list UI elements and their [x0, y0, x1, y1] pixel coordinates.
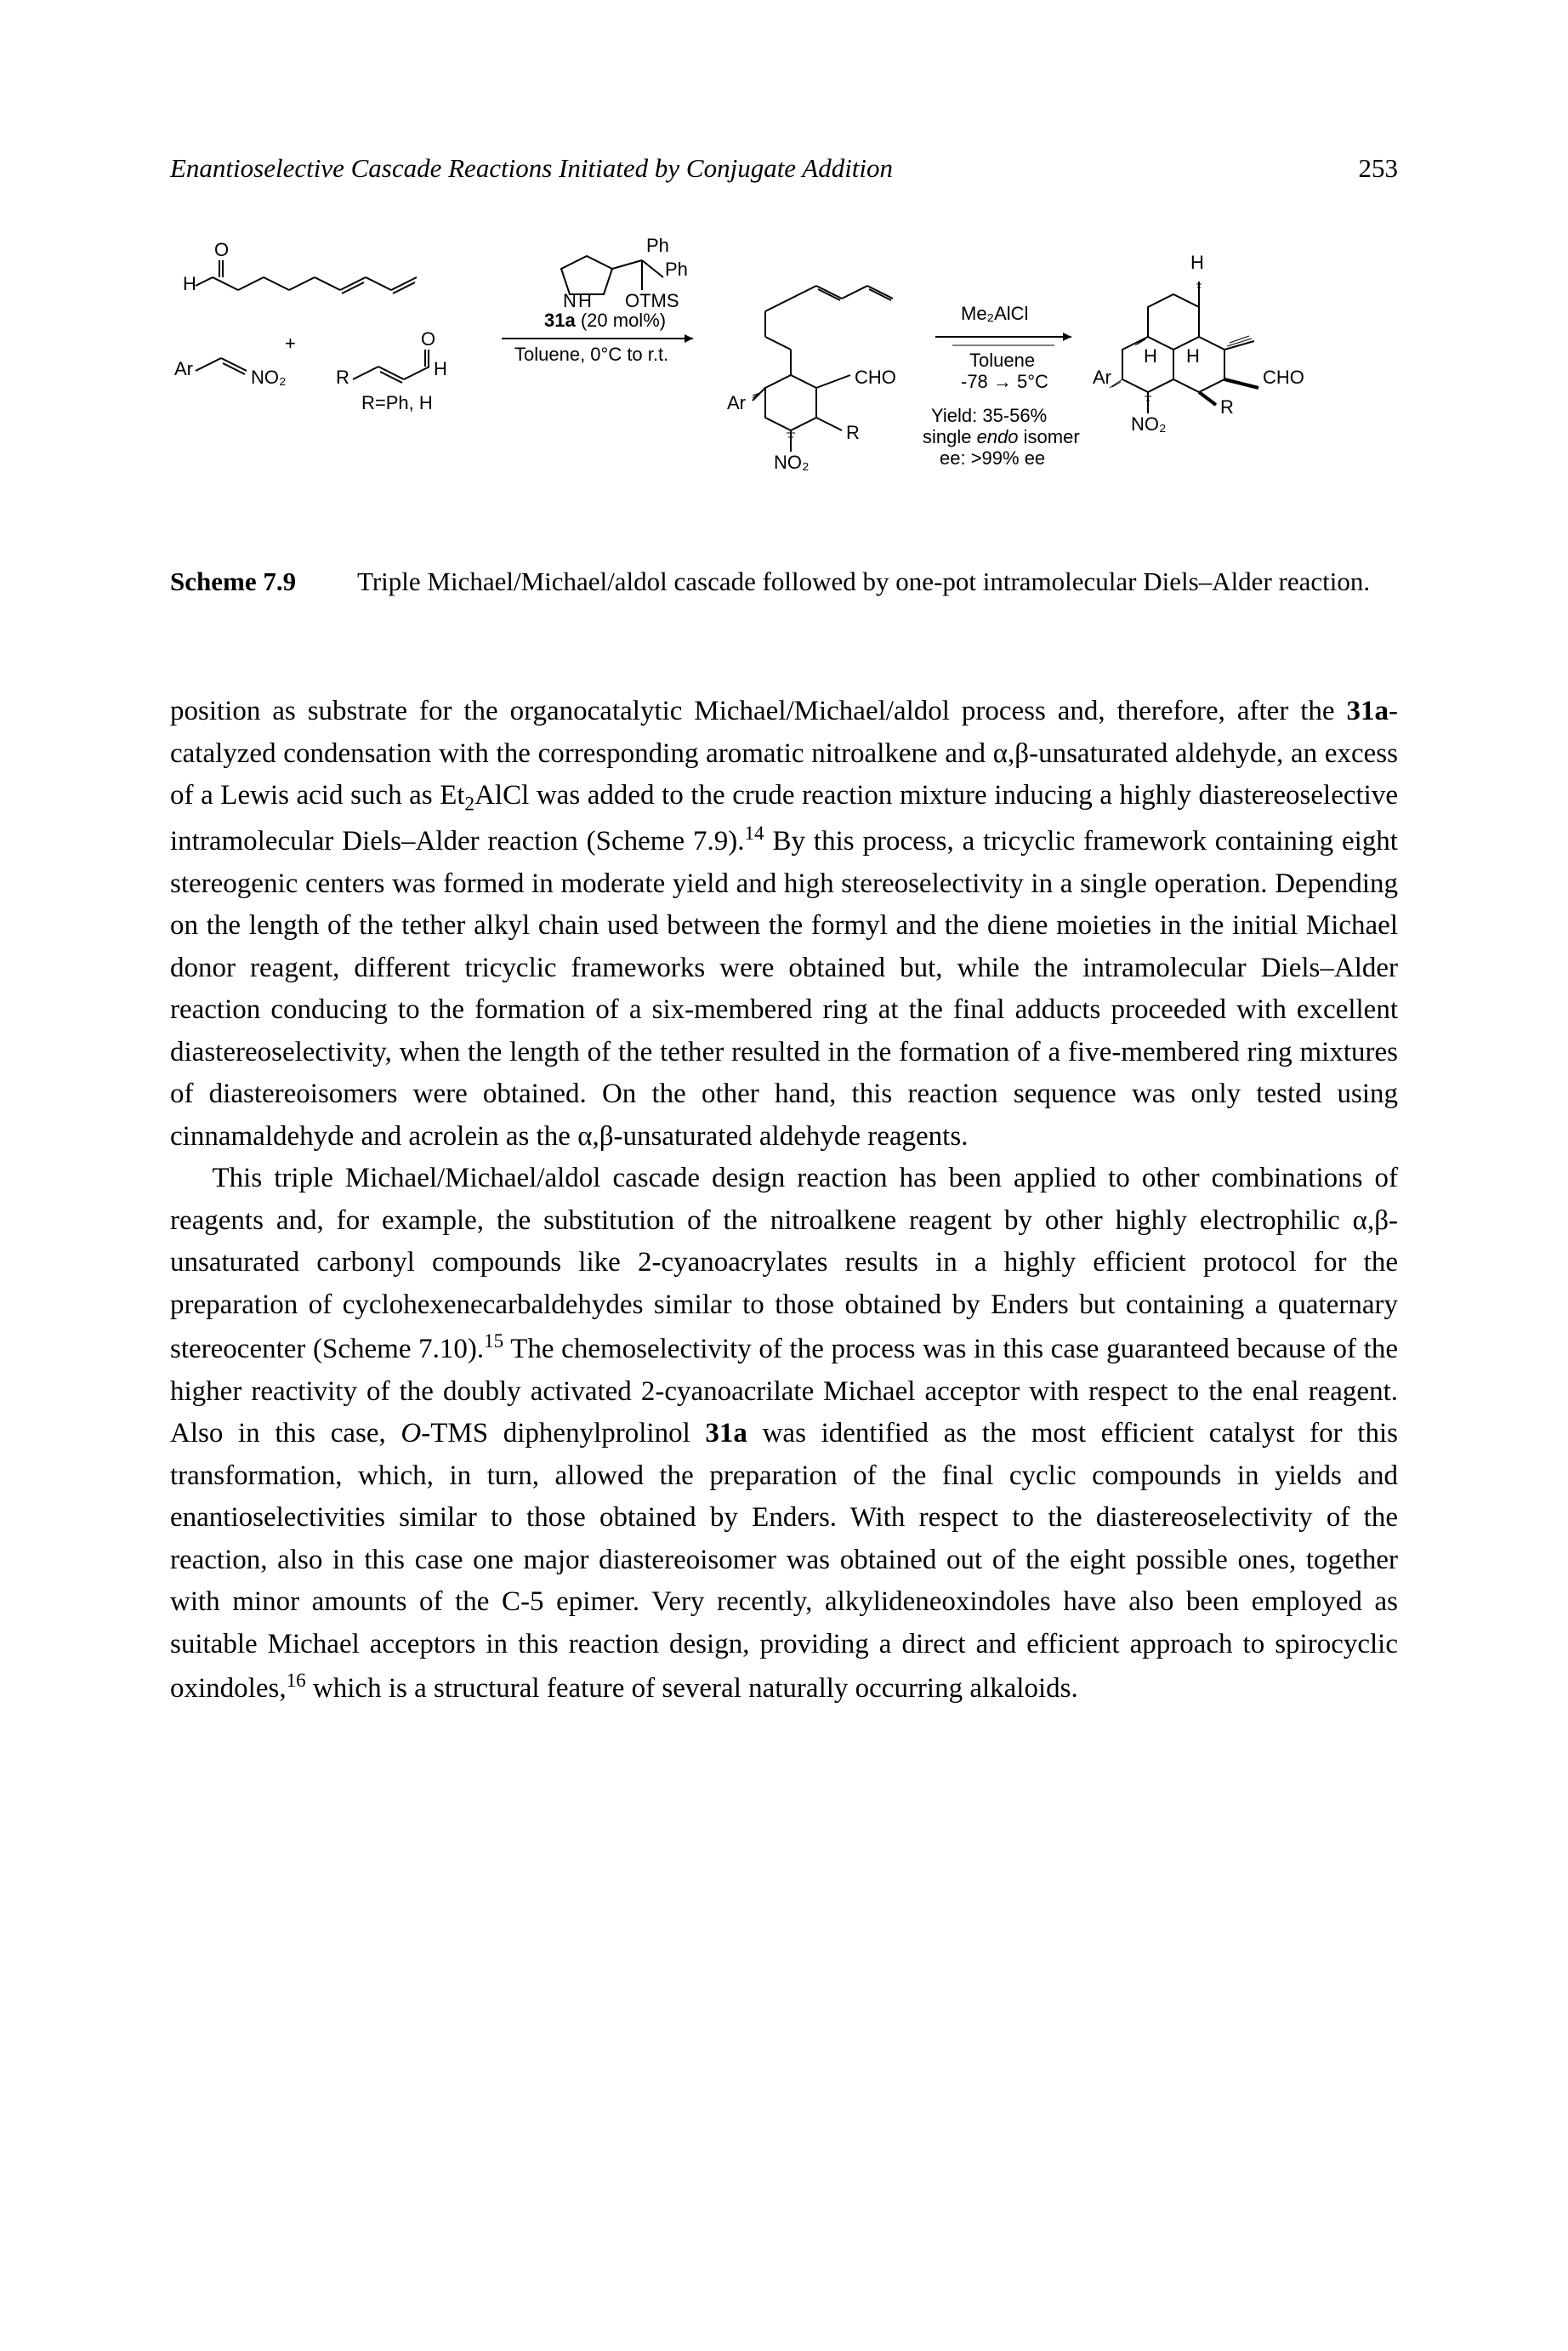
- svg-text:H: H: [183, 273, 196, 294]
- reaction-arrow-2: Toluene -78 → 5°C: [935, 333, 1071, 392]
- final-product: H H H Ar CHO R NO: [1093, 252, 1304, 435]
- scheme-caption: Scheme 7.9 Triple Michael/Michael/aldol …: [170, 566, 1398, 597]
- yield-label: Yield: 35-56%: [931, 405, 1047, 426]
- ee-label: ee: >99% ee: [940, 447, 1045, 469]
- catalyst-structure: N H Ph Ph OTMS: [561, 235, 688, 311]
- scheme-number: Scheme 7.9: [170, 566, 357, 597]
- svg-text:Toluene: Toluene: [969, 350, 1035, 371]
- svg-text:NO₂: NO₂: [1131, 413, 1167, 435]
- svg-text:NO₂: NO₂: [251, 367, 287, 388]
- svg-text:R=Ph, H: R=Ph, H: [361, 392, 433, 413]
- svg-text:CHO: CHO: [855, 367, 896, 388]
- svg-text:H: H: [1144, 345, 1157, 367]
- svg-text:H: H: [1186, 345, 1200, 367]
- reagent-me2alcl: Me₂AlCl: [961, 303, 1028, 324]
- intermediate-product: Ar NO₂ R CHO: [727, 286, 896, 473]
- svg-text:O: O: [421, 328, 435, 350]
- paragraph-2: This triple Michael/Michael/aldol cascad…: [170, 1158, 1398, 1711]
- svg-text:H: H: [578, 290, 592, 311]
- svg-text:N: N: [563, 290, 577, 311]
- svg-text:-78 → 5°C: -78 → 5°C: [961, 371, 1048, 392]
- catalyst-label: 31a (20 mol%): [544, 310, 666, 331]
- svg-text:Ph: Ph: [665, 259, 688, 280]
- svg-text:O: O: [214, 239, 229, 260]
- isomer-label: single endo isomer: [923, 426, 1080, 447]
- reactant-nitroalkene: Ar NO₂: [174, 358, 287, 388]
- svg-text:CHO: CHO: [1263, 367, 1304, 388]
- svg-text:Toluene, 0°C to r.t.: Toluene, 0°C to r.t.: [514, 344, 668, 365]
- svg-text:R: R: [846, 422, 860, 443]
- svg-text:H: H: [434, 358, 447, 379]
- svg-text:Ph: Ph: [646, 235, 669, 256]
- paragraph-1: position as substrate for the organocata…: [170, 691, 1398, 1158]
- svg-text:OTMS: OTMS: [625, 290, 679, 311]
- running-title: Enantioselective Cascade Reactions Initi…: [170, 153, 893, 184]
- page-header: Enantioselective Cascade Reactions Initi…: [170, 153, 1398, 184]
- reaction-arrow-1: Toluene, 0°C to r.t.: [502, 334, 693, 365]
- scheme-caption-text: Triple Michael/Michael/aldol cascade fol…: [357, 566, 1398, 597]
- svg-text:Ar: Ar: [727, 392, 746, 413]
- svg-text:R: R: [1220, 396, 1234, 418]
- body-text: position as substrate for the organocata…: [170, 691, 1398, 1711]
- page-number: 253: [1359, 153, 1399, 184]
- plus-sign: +: [285, 333, 296, 354]
- svg-text:NO₂: NO₂: [774, 452, 810, 473]
- scheme-diagram: H O + Ar: [170, 218, 1398, 541]
- svg-text:H: H: [1190, 252, 1204, 273]
- svg-text:Ar: Ar: [1093, 367, 1111, 388]
- scheme-7-9: H O + Ar: [170, 218, 1398, 597]
- reactant-aldehyde: H O: [183, 239, 417, 294]
- svg-text:R: R: [336, 367, 349, 388]
- chemical-scheme-svg: H O + Ar: [170, 218, 1398, 541]
- svg-text:Ar: Ar: [174, 358, 193, 379]
- reactant-enal: R O H R=Ph, H: [336, 328, 447, 413]
